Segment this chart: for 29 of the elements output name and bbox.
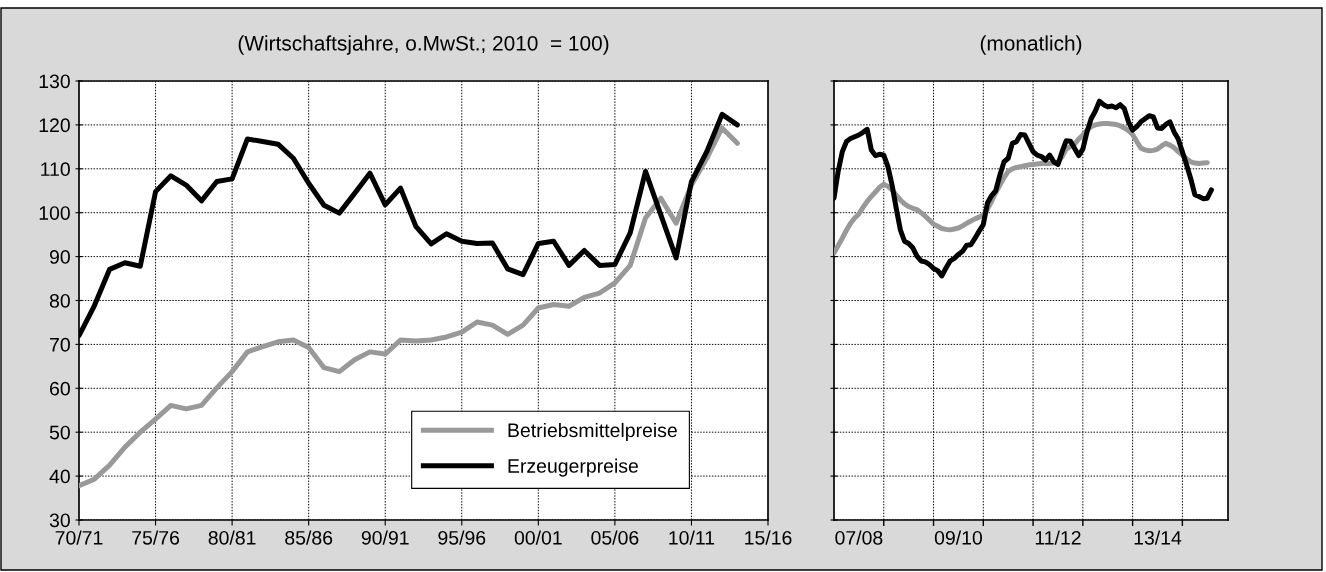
y-tick-label: 60 — [50, 381, 70, 396]
x-tick-label: 10/11 — [669, 530, 715, 545]
legend-label: Betriebsmittelpreise — [508, 422, 677, 442]
y-tick-label: 80 — [49, 293, 70, 308]
x-tick-label: 95/96 — [438, 530, 486, 545]
x-tick-label: 11/12 — [1035, 530, 1081, 545]
x-tick-label: 00/01 — [514, 530, 562, 545]
x-tick-label: 70/71 — [55, 530, 103, 545]
x-tick-label: 75/76 — [132, 530, 180, 545]
x-tick-label: 05/06 — [591, 530, 639, 545]
y-tick-label: 110 — [41, 162, 70, 177]
y-tick-label: 90 — [49, 250, 70, 264]
y-tick-label: 50 — [49, 425, 70, 440]
chart-title: (Wirtschaftsjahre, o.MwSt.; 2010 = 100) — [238, 35, 609, 55]
y-tick-label: 130 — [39, 74, 70, 89]
chart-title: (monatlich) — [980, 35, 1082, 55]
x-tick-label: 90/91 — [361, 530, 409, 545]
x-tick-label: 13/14 — [1134, 530, 1182, 545]
y-tick-label: 70 — [50, 337, 70, 352]
x-tick-label: 09/10 — [934, 530, 982, 545]
y-tick-label: 30 — [49, 513, 70, 528]
x-tick-label: 85/86 — [285, 530, 333, 545]
x-tick-label: 15/16 — [745, 530, 792, 545]
x-tick-label: 80/81 — [208, 530, 256, 545]
y-tick-label: 120 — [39, 118, 70, 133]
legend-label: Erzeugerpreise — [508, 458, 638, 477]
y-tick-label: 100 — [39, 206, 70, 220]
y-tick-label: 40 — [49, 469, 70, 484]
x-tick-label: 07/08 — [835, 530, 883, 545]
